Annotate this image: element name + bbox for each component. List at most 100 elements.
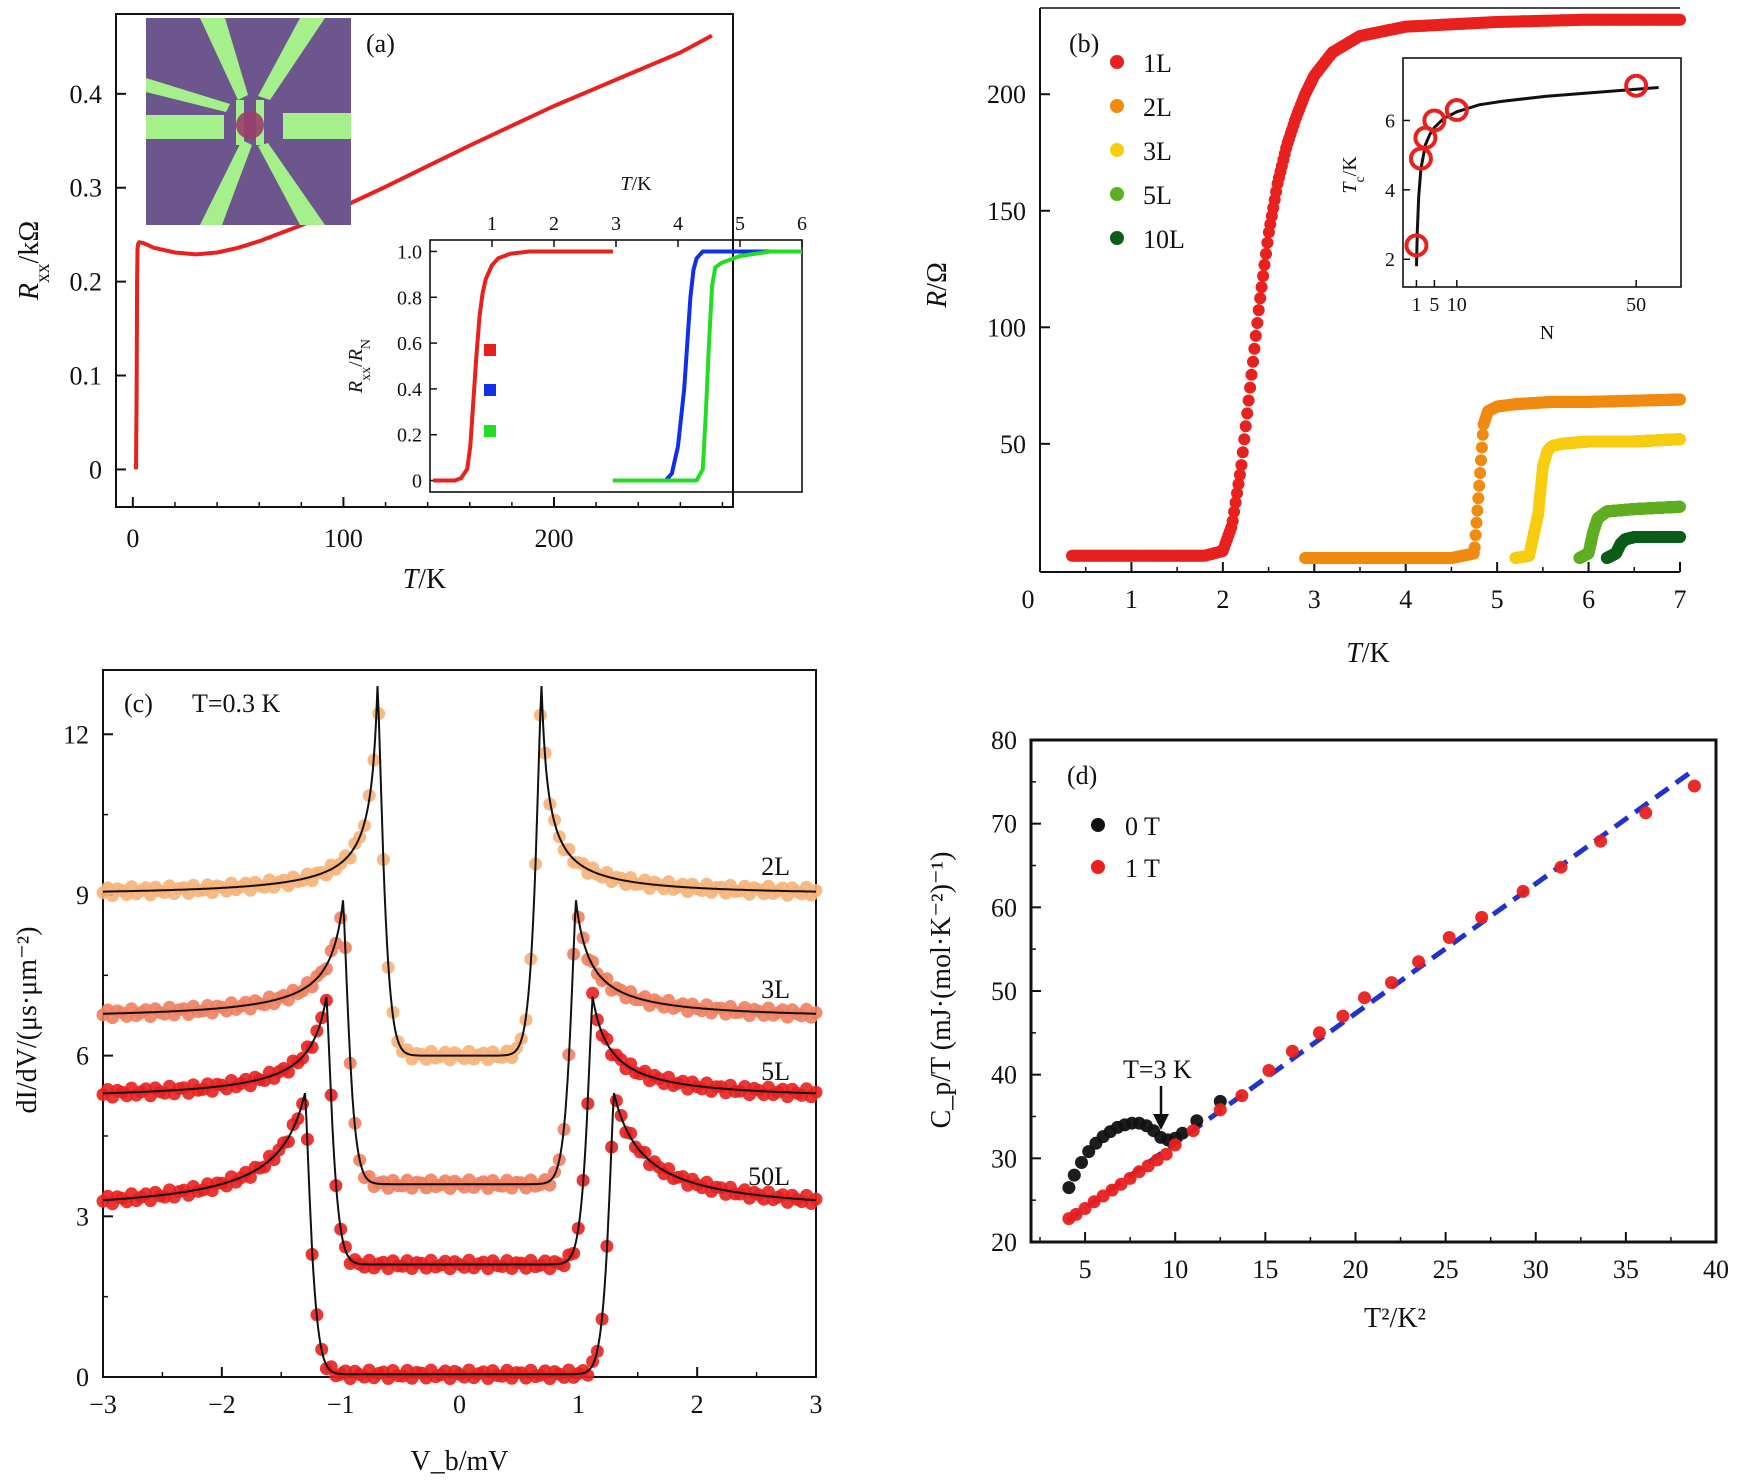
data-point-1L bbox=[1251, 317, 1264, 329]
inset-x-tick-label: 6 bbox=[797, 213, 807, 235]
device-micrograph bbox=[146, 18, 351, 225]
y-tick-label: 0.4 bbox=[70, 80, 103, 109]
panel-a-label: (a) bbox=[366, 29, 395, 58]
panel-d-arrow bbox=[1153, 1086, 1169, 1130]
inset-legend-red-swatch bbox=[484, 344, 496, 356]
curve-label-3L: 3L bbox=[761, 975, 790, 1004]
data-point-1L bbox=[1261, 236, 1274, 249]
legend-label-1L: 1L bbox=[1143, 49, 1172, 78]
data-point-1T bbox=[1186, 1124, 1200, 1138]
data-point-1T bbox=[1123, 1171, 1137, 1185]
y-tick-label: 60 bbox=[991, 893, 1017, 922]
y-tick-label: 9 bbox=[76, 881, 89, 910]
data-point-1L bbox=[1242, 394, 1255, 407]
rxx-curve bbox=[134, 33, 713, 470]
data-point-3L bbox=[305, 980, 319, 994]
data-point-1T bbox=[1475, 910, 1489, 924]
data-point-1L bbox=[1236, 446, 1249, 459]
x-tick-label: −3 bbox=[89, 1390, 117, 1419]
inset-tc-point bbox=[1422, 108, 1447, 133]
inset-y-tick-label: 0.2 bbox=[397, 425, 422, 447]
data-point-1T bbox=[1442, 931, 1456, 944]
data-point-0T bbox=[1062, 1181, 1076, 1195]
inset-curve-red bbox=[433, 249, 613, 483]
y-tick-label: 6 bbox=[76, 1042, 89, 1071]
data-point-50L bbox=[267, 1153, 281, 1167]
data-point-1T bbox=[1078, 1202, 1092, 1215]
inset-x-axis-label: T/K bbox=[620, 173, 652, 195]
x-tick-label: 5 bbox=[1079, 1255, 1092, 1284]
data-point-2L bbox=[562, 842, 576, 856]
y-tick-label: 80 bbox=[991, 726, 1017, 755]
data-point-1T bbox=[1687, 779, 1701, 793]
y-tick-label: 150 bbox=[987, 197, 1026, 226]
y-tick-label: 0 bbox=[76, 1363, 89, 1392]
y-axis-label: Rxx/kΩ bbox=[14, 221, 54, 301]
x-tick-label: 25 bbox=[1433, 1255, 1459, 1284]
data-point-50L bbox=[281, 1135, 295, 1149]
data-point-1L bbox=[1239, 420, 1252, 433]
data-point-2L bbox=[343, 851, 357, 865]
inset-x-tick-label: 4 bbox=[673, 213, 683, 235]
inset-y-tick-label: 4 bbox=[1385, 180, 1395, 202]
data-point-1L bbox=[1244, 381, 1257, 394]
data-point-2L bbox=[1474, 467, 1487, 479]
y-axis-label: C_p/T (mJ·(mol·K⁻²)⁻¹) bbox=[926, 852, 957, 1129]
x-tick-label: 20 bbox=[1342, 1255, 1368, 1284]
data-point-1T bbox=[1285, 1044, 1299, 1058]
x-tick-label: 100 bbox=[324, 524, 363, 553]
y-axis-label: dI/dV/(μs·μm⁻²) bbox=[12, 927, 43, 1114]
inset-tc-point bbox=[1444, 98, 1469, 123]
y-tick-label: 12 bbox=[63, 720, 89, 749]
data-point-1T bbox=[1312, 1026, 1326, 1040]
x-axis-label: T²/K² bbox=[1364, 1303, 1426, 1334]
legend-label-3L: 3L bbox=[1143, 137, 1172, 166]
inset-x-tick-label: 1 bbox=[1411, 294, 1421, 316]
data-point-2L bbox=[1476, 428, 1489, 441]
fit-curve-2L bbox=[103, 686, 816, 1057]
x-tick-label: 10 bbox=[1162, 1255, 1188, 1284]
data-point-1T bbox=[1358, 991, 1371, 1005]
data-point-5L bbox=[296, 1051, 310, 1065]
data-point-1T bbox=[1594, 834, 1608, 848]
y-tick-label: 50 bbox=[991, 977, 1017, 1006]
inset-legend-blue-swatch bbox=[484, 384, 496, 396]
legend-label-0T: 0 T bbox=[1125, 812, 1160, 841]
data-point-2L bbox=[1472, 492, 1485, 505]
legend-marker-1T bbox=[1091, 860, 1105, 874]
inset-y-axis-label: Tc/K bbox=[1339, 156, 1368, 194]
y-axis-label: R/Ω bbox=[922, 262, 953, 309]
y-tick-label: 0.2 bbox=[70, 268, 103, 297]
x-tick-label: 6 bbox=[1582, 585, 1595, 614]
curve-label-5L: 5L bbox=[761, 1057, 790, 1086]
data-point-3L bbox=[600, 972, 614, 986]
x-tick-label: 3 bbox=[810, 1390, 823, 1419]
data-point-1T bbox=[1235, 1089, 1249, 1103]
inset-y-tick-label: 0.4 bbox=[397, 379, 422, 401]
x-tick-label: 2 bbox=[1216, 585, 1229, 614]
data-point-2L bbox=[809, 884, 823, 897]
data-point-1L bbox=[1252, 304, 1265, 317]
curve-label-50L: 50L bbox=[748, 1162, 790, 1191]
data-point-2L bbox=[1469, 529, 1482, 542]
inset-y-tick-label: 0 bbox=[412, 471, 422, 493]
data-point-50L bbox=[258, 1160, 272, 1174]
inset-y-tick-label: 2 bbox=[1385, 249, 1395, 271]
panel-d: 5 10 15 20 25 30 35 40 20 30 40 50 60 70 80 T²/K² C_p/T … bbox=[926, 726, 1729, 1334]
data-point-1L bbox=[1257, 270, 1270, 282]
y-tick-label: 40 bbox=[991, 1061, 1017, 1090]
legend-marker-1L bbox=[1110, 55, 1124, 69]
panel-a-inset: 1 2 3 4 5 6 0 0.2 0.4 0.6 0.8 1.0 T/K Rxx/RN bbox=[345, 173, 807, 493]
x-tick-label: 40 bbox=[1703, 1255, 1729, 1284]
data-point-1L bbox=[1229, 496, 1242, 509]
inset-frame bbox=[1402, 57, 1682, 288]
x-tick-label: 200 bbox=[535, 524, 574, 553]
data-point-1L bbox=[1258, 258, 1271, 271]
data-point-2L bbox=[1468, 541, 1481, 554]
x-tick-label: 0 bbox=[126, 524, 139, 553]
inset-tc-point bbox=[1404, 233, 1429, 258]
data-point-1L bbox=[1235, 459, 1248, 472]
data-point-2L bbox=[1475, 441, 1488, 454]
data-point-0T bbox=[1190, 1114, 1204, 1128]
